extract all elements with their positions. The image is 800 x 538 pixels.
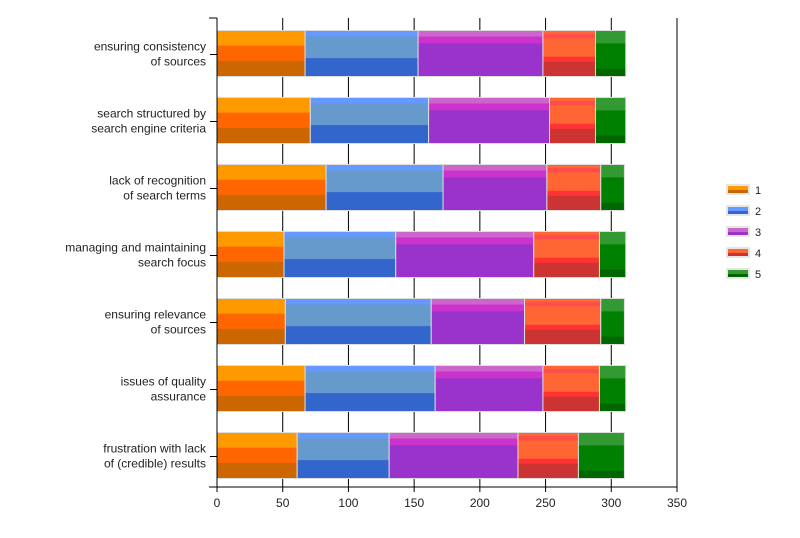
bar-segment-series-2[interactable] xyxy=(304,30,419,78)
x-tick-label: 0 xyxy=(214,496,221,510)
bar-segment-series-1[interactable] xyxy=(216,432,298,480)
bar-segment-series-5[interactable] xyxy=(600,298,625,346)
legend-swatch xyxy=(728,186,748,190)
x-tick-label: 150 xyxy=(404,496,424,510)
legend-item-3[interactable]: 3 xyxy=(726,226,761,239)
bar-segment-series-1[interactable] xyxy=(216,164,327,212)
bar-segment-series-5[interactable] xyxy=(577,432,625,480)
category-label: frustration with lack of (credible) resul… xyxy=(103,442,207,471)
bar-segment-series-2[interactable] xyxy=(325,164,444,212)
legend-label: 4 xyxy=(755,248,761,260)
legend-item-4[interactable]: 4 xyxy=(726,247,761,260)
bar-segment-series-1[interactable] xyxy=(216,30,306,78)
bar-segment-series-4[interactable] xyxy=(517,432,579,480)
legend-swatch xyxy=(728,228,748,232)
bar-row xyxy=(216,97,627,145)
bars xyxy=(216,30,627,480)
bar-segment-series-5[interactable] xyxy=(595,97,627,145)
bar-segment-series-3[interactable] xyxy=(395,231,535,279)
legend-label: 2 xyxy=(755,206,761,218)
bar-row xyxy=(216,231,627,279)
bar-row xyxy=(216,30,627,78)
legend-label: 3 xyxy=(755,227,761,239)
bar-segment-series-2[interactable] xyxy=(283,231,397,279)
bar-segment-series-4[interactable] xyxy=(533,231,600,279)
bar-segment-series-4[interactable] xyxy=(524,298,602,346)
y-axis-labels: ensuring consistency of sources search str… xyxy=(65,40,217,471)
legend-item-5[interactable]: 5 xyxy=(726,268,761,281)
bar-row xyxy=(216,365,627,413)
bar-segment-series-3[interactable] xyxy=(434,365,544,413)
bar-segment-series-4[interactable] xyxy=(542,365,600,413)
bar-segment-series-1[interactable] xyxy=(216,231,285,279)
x-tick-label: 50 xyxy=(276,496,290,510)
bar-segment-series-4[interactable] xyxy=(549,97,597,145)
x-tick-label: 250 xyxy=(536,496,556,510)
bar-segment-series-2[interactable] xyxy=(296,432,390,480)
legend-label: 5 xyxy=(755,269,761,281)
bar-segment-series-5[interactable] xyxy=(595,30,627,78)
bar-segment-series-2[interactable] xyxy=(284,298,432,346)
legend-label: 1 xyxy=(755,185,761,197)
bar-segment-series-5[interactable] xyxy=(598,231,627,279)
legend-swatch xyxy=(728,270,748,274)
legend-swatch xyxy=(728,207,748,211)
bar-row xyxy=(216,432,625,480)
category-label: ensuring consistency of sources xyxy=(94,40,206,69)
category-label: issues of quality assurance xyxy=(121,375,207,404)
axes xyxy=(209,17,677,488)
legend-item-1[interactable]: 1 xyxy=(726,184,761,197)
x-tick-label: 300 xyxy=(601,496,621,510)
bar-segment-series-4[interactable] xyxy=(546,164,602,212)
bar-segment-series-5[interactable] xyxy=(598,365,627,413)
bar-segment-series-3[interactable] xyxy=(417,30,544,78)
bar-segment-series-3[interactable] xyxy=(428,97,551,145)
x-tick-label: 100 xyxy=(338,496,358,510)
bar-segment-series-2[interactable] xyxy=(309,97,430,145)
category-label: ensuring relevance of sources xyxy=(105,308,207,337)
bar-segment-series-1[interactable] xyxy=(216,97,311,145)
bar-segment-series-3[interactable] xyxy=(442,164,548,212)
category-label: managing and maintaining search focus xyxy=(65,241,206,270)
bar-row xyxy=(216,164,625,212)
x-tick-label: 200 xyxy=(470,496,490,510)
legend-swatch xyxy=(728,249,748,253)
bar-segment-series-3[interactable] xyxy=(430,298,526,346)
bar-segment-series-5[interactable] xyxy=(600,164,625,212)
bar-row xyxy=(216,298,625,346)
bar-segment-series-4[interactable] xyxy=(542,30,597,78)
category-label: search structured by search engine criter… xyxy=(91,107,206,136)
category-label: lack of recognition of search terms xyxy=(109,174,206,203)
legend-item-2[interactable]: 2 xyxy=(726,205,761,218)
bar-segment-series-2[interactable] xyxy=(304,365,436,413)
legend: 1 2 3 4 5 xyxy=(726,184,761,281)
x-tick-label: 350 xyxy=(667,496,687,510)
bar-segment-series-3[interactable] xyxy=(388,432,519,480)
bar-segment-series-1[interactable] xyxy=(216,298,286,346)
bar-segment-series-1[interactable] xyxy=(216,365,306,413)
x-axis-ticks: 0 50 100 150 200 250 300 350 xyxy=(214,487,687,510)
